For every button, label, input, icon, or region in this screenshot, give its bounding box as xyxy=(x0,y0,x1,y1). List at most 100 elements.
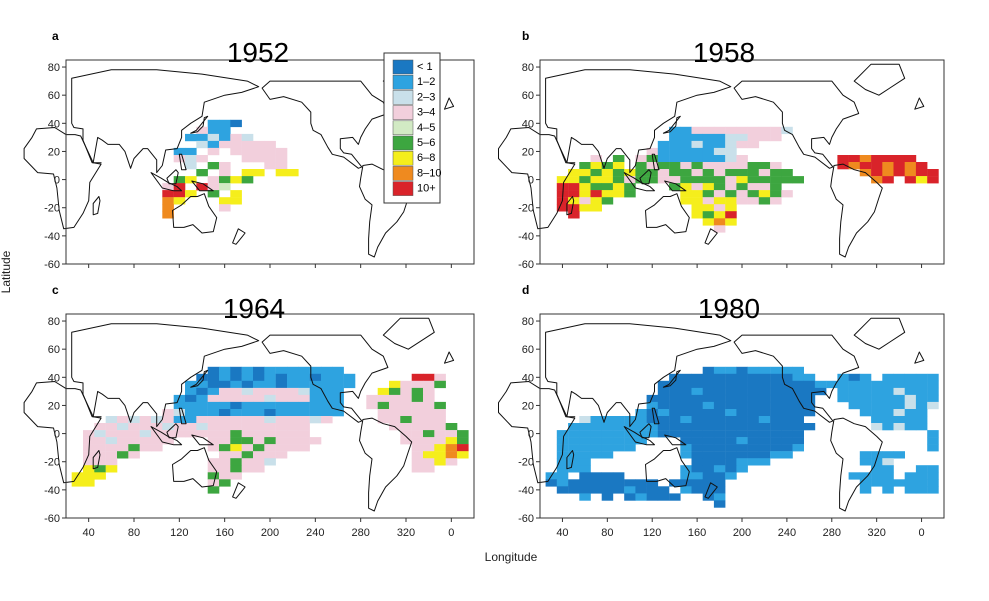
heat-cell xyxy=(770,176,782,184)
heat-cell xyxy=(321,409,333,417)
heat-cell xyxy=(871,169,883,177)
heat-cell xyxy=(207,437,220,445)
heat-cell xyxy=(691,423,703,431)
heat-cell xyxy=(669,133,681,142)
heat-cell xyxy=(253,366,265,375)
heat-cell xyxy=(434,458,446,466)
heat-cell xyxy=(859,155,872,163)
heat-cell xyxy=(680,380,692,389)
heat-cell xyxy=(241,387,254,396)
heat-cell xyxy=(657,162,670,170)
heat-cell xyxy=(590,162,602,170)
heat-cell xyxy=(411,387,424,396)
heat-cell xyxy=(882,155,894,163)
heat-cell xyxy=(590,204,602,212)
panel-year: 1980 xyxy=(698,293,760,324)
heat-cell xyxy=(185,380,197,389)
heat-cell xyxy=(770,437,782,445)
heat-cell xyxy=(646,176,659,184)
heat-cell xyxy=(411,401,424,410)
heat-cell xyxy=(230,423,242,431)
heat-cell xyxy=(915,176,928,184)
heat-cell xyxy=(219,430,231,438)
heat-cell xyxy=(725,380,737,389)
heat-cell xyxy=(657,409,670,417)
heat-cell xyxy=(389,380,401,389)
heat-cell xyxy=(792,423,804,431)
heat-cell xyxy=(927,444,939,452)
land-madagascar xyxy=(92,450,101,470)
heat-cell xyxy=(680,486,692,494)
heat-cell xyxy=(646,423,659,431)
heat-cell xyxy=(162,197,174,205)
heat-cell xyxy=(702,169,715,177)
land-madagascar xyxy=(566,196,575,216)
legend-swatch xyxy=(392,166,414,181)
heat-cell xyxy=(725,133,737,142)
heat-cell xyxy=(882,451,894,459)
legend-swatch xyxy=(392,181,414,196)
heat-cell xyxy=(612,430,625,438)
heat-cell xyxy=(691,409,703,417)
heat-cell xyxy=(635,493,647,501)
heat-cell xyxy=(253,409,265,417)
heat-cell xyxy=(434,437,446,445)
heat-cell xyxy=(219,373,231,382)
heat-cell xyxy=(185,409,197,417)
y-tick-label: 40 xyxy=(48,118,60,130)
heat-cell xyxy=(287,401,299,410)
heat-cell xyxy=(747,451,760,459)
heat-cell xyxy=(321,380,333,389)
land-greenland xyxy=(853,63,906,96)
land-uk xyxy=(444,351,455,364)
heat-cell xyxy=(579,486,591,494)
y-tick-label: 0 xyxy=(54,175,60,187)
heat-cell xyxy=(139,423,152,431)
heat-cell xyxy=(241,416,254,424)
heat-cell xyxy=(792,401,804,410)
heat-cell xyxy=(579,423,591,431)
map-panel-a: 80 60 40 20 0 -20 -40 -60 a 1952 xyxy=(23,29,475,271)
heat-cell xyxy=(713,373,726,382)
heat-cell xyxy=(219,387,231,396)
heat-cell xyxy=(646,479,659,487)
heat-cell xyxy=(747,183,760,191)
heat-cell xyxy=(713,479,726,487)
y-tick-label: -40 xyxy=(44,485,60,497)
heat-cell xyxy=(400,437,412,445)
heat-cell xyxy=(770,126,782,135)
heat-cell xyxy=(893,451,905,459)
heat-cell xyxy=(264,430,276,438)
heat-cell xyxy=(713,380,726,389)
heat-cell xyxy=(792,373,804,382)
heat-cell xyxy=(219,437,231,445)
heat-cell xyxy=(691,380,703,389)
land-africa xyxy=(498,381,576,484)
heat-cell xyxy=(445,451,458,459)
heat-cell xyxy=(400,423,412,431)
y-tick-label: 60 xyxy=(522,90,534,102)
heat-cell xyxy=(770,401,782,410)
heat-cell xyxy=(736,409,748,417)
heat-cell xyxy=(871,479,883,487)
heat-cell xyxy=(882,387,894,396)
heat-cell xyxy=(669,394,681,403)
land-new-guinea xyxy=(664,434,687,446)
heat-cell xyxy=(635,416,647,424)
heat-cell xyxy=(702,416,715,424)
heat-cell xyxy=(457,444,469,452)
heat-cell xyxy=(758,451,771,459)
heat-cell xyxy=(646,162,659,170)
heat-cell xyxy=(893,169,905,177)
heat-cell xyxy=(725,211,737,219)
heat-cell xyxy=(713,387,726,396)
land-new-zealand xyxy=(704,228,718,245)
heat-cell xyxy=(792,437,804,445)
y-tick-label: 60 xyxy=(522,344,534,356)
heat-cell xyxy=(173,190,186,198)
heat-cell xyxy=(162,204,174,212)
heat-cell xyxy=(747,373,760,382)
heat-cell xyxy=(241,373,254,382)
heat-cell xyxy=(646,169,659,177)
heat-cell xyxy=(298,416,310,424)
